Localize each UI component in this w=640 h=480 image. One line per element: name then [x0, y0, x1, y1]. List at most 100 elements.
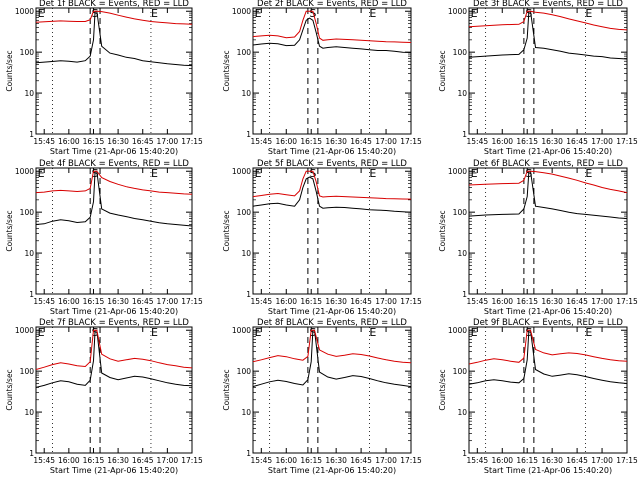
x-tick-label: 16:15: [83, 456, 105, 465]
end-marker: E: [151, 7, 158, 20]
lld-series-line: [36, 10, 192, 25]
x-axis-label: Start Time (21-Apr-06 15:40:20): [484, 466, 612, 475]
plot-frame: [252, 7, 412, 135]
y-tick-label: 100: [237, 367, 252, 376]
lld-series-line: [36, 329, 192, 370]
x-tick-label: 16:45: [566, 137, 588, 146]
x-tick-label: 17:15: [616, 456, 638, 465]
y-tick-label: 10: [24, 249, 34, 258]
x-tick-label: 16:15: [300, 137, 322, 146]
chart-panel: Det 7f BLACK = Events, RED = LLD 1 10 100 10…: [5, 318, 203, 475]
end-marker: E: [585, 7, 592, 20]
end-marker: E: [151, 167, 158, 180]
y-tick-label: 1000: [232, 7, 251, 16]
plot-frame: [468, 167, 628, 295]
x-tick-label: 15:45: [33, 297, 55, 306]
x-tick-label: 16:00: [275, 456, 297, 465]
y-tick-label: 10: [241, 249, 251, 258]
events-series-line: [36, 10, 192, 67]
x-tick-label: 16:30: [325, 297, 347, 306]
end-marker: E: [255, 7, 262, 20]
plot-frame: [35, 167, 193, 295]
chart-panel: Det 9f BLACK = Events, RED = LLD 1 10 100 10…: [438, 318, 638, 475]
y-axis-label: Counts/sec: [222, 369, 231, 410]
plot-frame: [468, 326, 628, 454]
x-tick-label: 17:00: [375, 137, 397, 146]
x-tick-label: 16:30: [541, 456, 563, 465]
y-tick-label: 1000: [232, 326, 251, 335]
x-tick-label: 16:45: [132, 456, 154, 465]
x-tick-label: 16:15: [83, 297, 105, 306]
x-tick-label: 16:00: [58, 297, 80, 306]
end-marker: E: [369, 7, 376, 20]
x-tick-label: 16:45: [132, 137, 154, 146]
y-tick-label: 1: [246, 130, 251, 139]
x-tick-label: 17:15: [616, 297, 638, 306]
x-axis-label: Start Time (21-Apr-06 15:40:20): [268, 466, 396, 475]
y-axis-label: Counts/sec: [5, 210, 14, 251]
y-tick-label: 1: [29, 290, 34, 299]
y-axis-label: Counts/sec: [222, 210, 231, 251]
events-series-line: [253, 329, 411, 388]
x-tick-label: 17:00: [157, 456, 179, 465]
events-series-line: [469, 170, 627, 219]
y-tick-label: 10: [241, 89, 251, 98]
x-tick-label: 17:00: [157, 297, 179, 306]
end-marker: E: [471, 7, 478, 20]
chart-panel: Det 6f BLACK = Events, RED = LLD 1 10 100 10…: [438, 159, 638, 316]
x-tick-label: 16:15: [516, 297, 538, 306]
x-tick-label: 16:15: [516, 137, 538, 146]
y-tick-label: 100: [237, 48, 252, 57]
x-tick-label: 16:15: [83, 137, 105, 146]
y-tick-label: 100: [453, 208, 468, 217]
x-tick-label: 16:45: [350, 297, 372, 306]
x-axis-label: Start Time (21-Apr-06 15:40:20): [268, 147, 396, 156]
x-tick-label: 16:00: [491, 137, 513, 146]
lld-series-line: [253, 329, 411, 364]
x-tick-label: 17:00: [591, 456, 613, 465]
y-tick-label: 1000: [448, 167, 467, 176]
y-tick-label: 1000: [232, 167, 251, 176]
x-tick-label: 17:15: [400, 137, 422, 146]
start-marker: S: [309, 167, 316, 180]
x-axis-label: Start Time (21-Apr-06 15:40:20): [484, 147, 612, 156]
y-tick-label: 10: [457, 249, 467, 258]
end-marker: E: [38, 326, 45, 339]
plot-frame: [252, 167, 412, 295]
x-tick-label: 15:45: [251, 456, 273, 465]
lld-series-line: [469, 170, 627, 194]
y-tick-label: 1: [462, 130, 467, 139]
events-series-line: [36, 329, 192, 388]
x-tick-label: 17:00: [375, 456, 397, 465]
chart-title: Det 1f BLACK = Events, RED = LLD: [39, 0, 189, 9]
x-tick-label: 16:00: [275, 297, 297, 306]
y-tick-label: 1: [246, 290, 251, 299]
chart-panel: Det 4f BLACK = Events, RED = LLD 1 10 100 10…: [5, 159, 203, 316]
x-tick-label: 17:00: [591, 297, 613, 306]
x-axis-label: Start Time (21-Apr-06 15:40:20): [50, 466, 178, 475]
x-tick-label: 16:00: [491, 297, 513, 306]
plot-frame: [35, 326, 193, 454]
x-tick-label: 16:30: [107, 456, 129, 465]
plot-frame: [252, 326, 412, 454]
y-tick-label: 1: [29, 449, 34, 458]
y-tick-label: 10: [241, 408, 251, 417]
x-tick-label: 15:45: [467, 137, 489, 146]
y-axis-label: Counts/sec: [222, 50, 231, 91]
y-axis-label: Counts/sec: [438, 210, 447, 251]
y-tick-label: 1: [462, 449, 467, 458]
plot-frame: [35, 7, 193, 135]
end-marker: E: [585, 167, 592, 180]
x-axis-label: Start Time (21-Apr-06 15:40:20): [50, 147, 178, 156]
y-axis-label: Counts/sec: [438, 369, 447, 410]
lld-series-line: [469, 10, 627, 31]
x-tick-label: 17:15: [181, 456, 203, 465]
chart-panel: Det 1f BLACK = Events, RED = LLD 1 10 100 10…: [5, 0, 203, 156]
x-tick-label: 16:45: [566, 297, 588, 306]
x-tick-label: 15:45: [251, 297, 273, 306]
chart-panel: Det 2f BLACK = Events, RED = LLD 1 10 100 10…: [222, 0, 422, 156]
x-tick-label: 16:30: [541, 137, 563, 146]
x-tick-label: 17:15: [616, 137, 638, 146]
y-axis-label: Counts/sec: [438, 50, 447, 91]
